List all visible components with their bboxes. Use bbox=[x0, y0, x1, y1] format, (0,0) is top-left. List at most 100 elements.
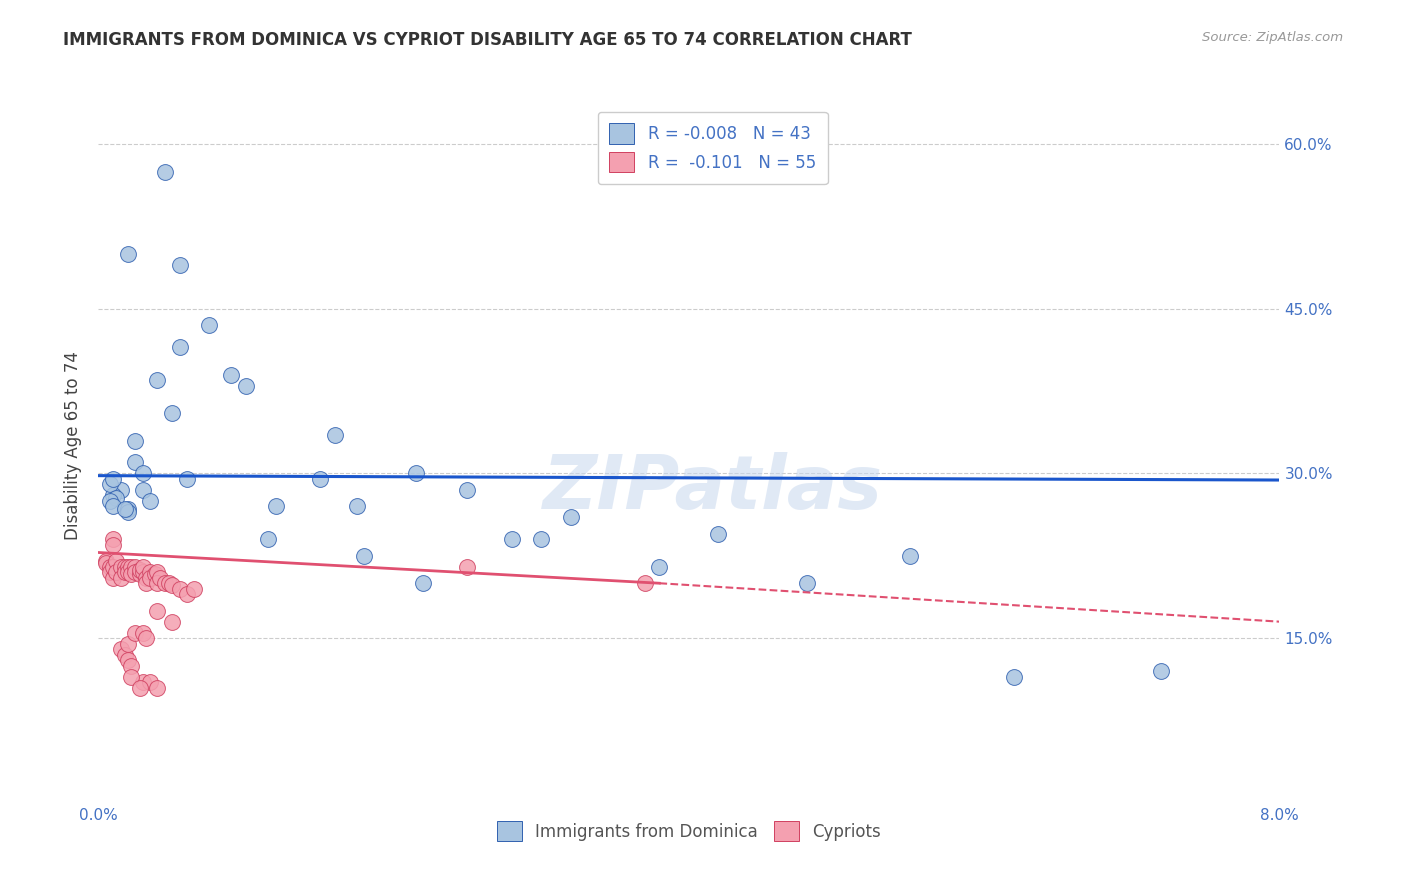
Point bbox=[110, 571, 132, 585]
Point bbox=[405, 467, 427, 481]
Point bbox=[103, 559, 125, 574]
Point bbox=[235, 378, 257, 392]
Y-axis label: Disability Age 65 to 74: Disability Age 65 to 74 bbox=[65, 351, 83, 541]
Legend: Immigrants from Dominica, Cypriots: Immigrants from Dominica, Cypriots bbox=[489, 814, 889, 848]
Point bbox=[162, 578, 183, 592]
Point bbox=[796, 576, 818, 591]
Point bbox=[139, 571, 162, 585]
Point bbox=[457, 559, 479, 574]
Point bbox=[1002, 669, 1025, 683]
Point bbox=[135, 576, 157, 591]
Point bbox=[117, 501, 139, 516]
Point bbox=[560, 510, 582, 524]
Point bbox=[176, 472, 198, 486]
Point bbox=[103, 533, 125, 547]
Point bbox=[176, 587, 198, 601]
Point bbox=[110, 483, 132, 497]
Point bbox=[105, 554, 128, 568]
Point bbox=[143, 567, 166, 582]
Point bbox=[120, 669, 142, 683]
Point bbox=[103, 472, 125, 486]
Point bbox=[117, 566, 139, 580]
Point bbox=[146, 373, 169, 387]
Point bbox=[309, 472, 332, 486]
Text: Source: ZipAtlas.com: Source: ZipAtlas.com bbox=[1202, 31, 1343, 45]
Point bbox=[98, 566, 121, 580]
Point bbox=[221, 368, 243, 382]
Point bbox=[257, 533, 280, 547]
Point bbox=[353, 549, 375, 563]
Point bbox=[124, 434, 146, 448]
Point bbox=[124, 455, 146, 469]
Point bbox=[120, 559, 142, 574]
Point bbox=[132, 483, 155, 497]
Point bbox=[169, 340, 191, 354]
Point bbox=[149, 571, 172, 585]
Point bbox=[132, 675, 155, 690]
Point bbox=[114, 501, 136, 516]
Point bbox=[132, 566, 155, 580]
Point bbox=[146, 604, 169, 618]
Point bbox=[114, 559, 136, 574]
Point bbox=[94, 557, 117, 571]
Point bbox=[117, 559, 139, 574]
Point bbox=[132, 625, 155, 640]
Point bbox=[146, 566, 169, 580]
Point bbox=[412, 576, 434, 591]
Point bbox=[264, 500, 287, 514]
Point bbox=[162, 406, 183, 420]
Point bbox=[114, 566, 136, 580]
Point bbox=[98, 477, 121, 491]
Point bbox=[346, 500, 368, 514]
Point bbox=[707, 526, 730, 541]
Point bbox=[124, 625, 146, 640]
Point bbox=[117, 247, 139, 261]
Point bbox=[105, 566, 128, 580]
Point bbox=[162, 615, 183, 629]
Point bbox=[153, 576, 176, 591]
Point bbox=[323, 428, 346, 442]
Point bbox=[103, 538, 125, 552]
Point bbox=[120, 567, 142, 582]
Point bbox=[120, 658, 142, 673]
Point bbox=[128, 563, 150, 577]
Point bbox=[530, 533, 553, 547]
Point bbox=[501, 533, 523, 547]
Point bbox=[103, 500, 125, 514]
Point bbox=[117, 505, 139, 519]
Point bbox=[117, 637, 139, 651]
Point bbox=[157, 576, 180, 591]
Point bbox=[139, 494, 162, 508]
Point bbox=[1150, 664, 1173, 678]
Point bbox=[114, 648, 136, 662]
Point bbox=[132, 467, 155, 481]
Point bbox=[198, 318, 221, 333]
Point bbox=[110, 642, 132, 657]
Point bbox=[124, 566, 146, 580]
Point bbox=[132, 559, 155, 574]
Point bbox=[98, 559, 121, 574]
Point bbox=[146, 576, 169, 591]
Point bbox=[103, 488, 125, 502]
Point bbox=[105, 491, 128, 505]
Point bbox=[153, 164, 176, 178]
Point bbox=[110, 559, 132, 574]
Point bbox=[139, 675, 162, 690]
Point bbox=[103, 571, 125, 585]
Point bbox=[183, 582, 205, 596]
Point bbox=[900, 549, 922, 563]
Point bbox=[128, 567, 150, 582]
Text: IMMIGRANTS FROM DOMINICA VS CYPRIOT DISABILITY AGE 65 TO 74 CORRELATION CHART: IMMIGRANTS FROM DOMINICA VS CYPRIOT DISA… bbox=[63, 31, 912, 49]
Point bbox=[169, 582, 191, 596]
Point bbox=[124, 559, 146, 574]
Point bbox=[139, 566, 162, 580]
Point bbox=[457, 483, 479, 497]
Point bbox=[169, 258, 191, 272]
Point bbox=[94, 554, 117, 568]
Point bbox=[648, 559, 671, 574]
Text: ZIPatlas: ZIPatlas bbox=[543, 452, 883, 525]
Point bbox=[146, 681, 169, 695]
Point bbox=[634, 576, 657, 591]
Point bbox=[135, 631, 157, 645]
Point bbox=[117, 653, 139, 667]
